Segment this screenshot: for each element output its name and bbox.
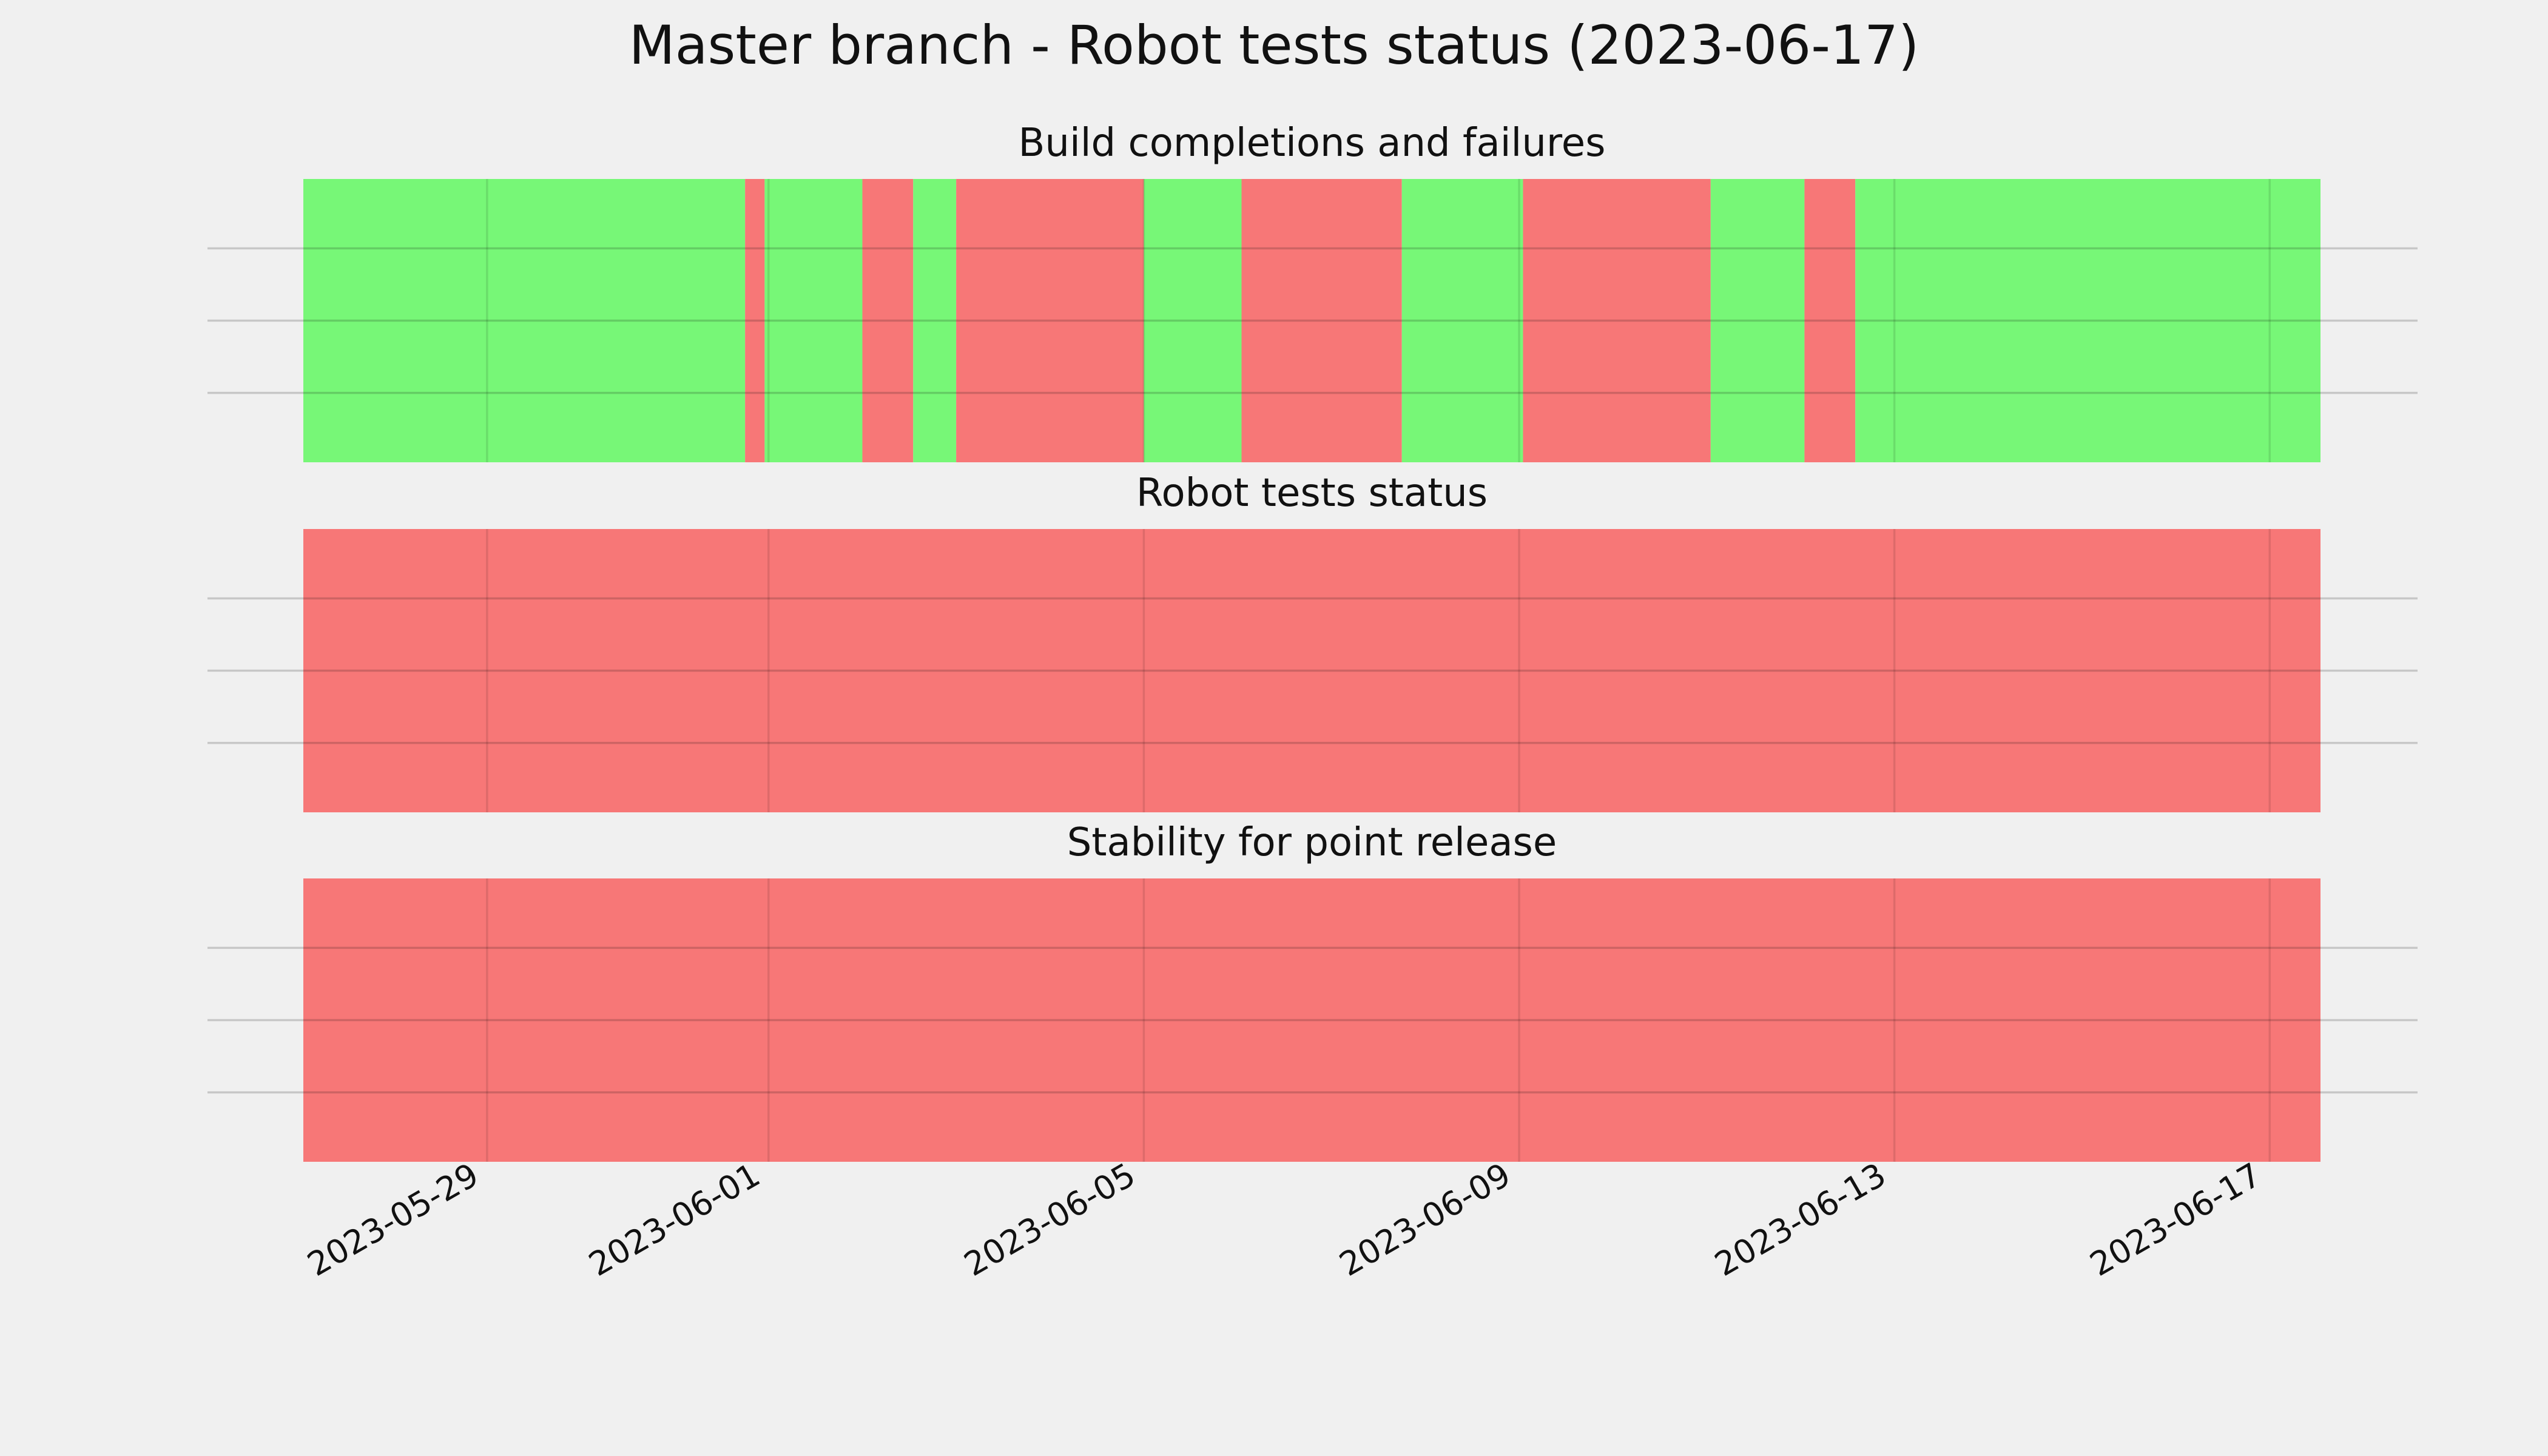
pass-segment xyxy=(1401,179,1523,462)
x-tick-label: 2023-06-13 xyxy=(1708,1156,1892,1284)
panel-title: Build completions and failures xyxy=(1019,121,1606,166)
pass-segment xyxy=(764,179,863,462)
x-tick-label: 2023-06-05 xyxy=(958,1156,1142,1284)
fail-segment xyxy=(745,179,765,462)
panel-title: Robot tests status xyxy=(1136,471,1488,516)
x-tick-label: 2023-05-29 xyxy=(301,1156,485,1284)
fail-segment xyxy=(1241,179,1402,462)
fail-segment xyxy=(303,878,2320,1162)
panel-3: Stability for point release xyxy=(207,820,2418,1162)
pass-segment xyxy=(1710,179,1805,462)
panel-title: Stability for point release xyxy=(1067,820,1557,865)
pass-segment xyxy=(1855,179,2320,462)
x-tick-label: 2023-06-09 xyxy=(1333,1156,1517,1284)
pass-segment xyxy=(913,179,957,462)
x-tick-label: 2023-06-17 xyxy=(2083,1156,2267,1284)
fail-segment xyxy=(956,179,1144,462)
panel-1: Build completions and failures xyxy=(207,121,2418,462)
chart-title: Master branch - Robot tests status (2023… xyxy=(629,14,1919,76)
fail-segment xyxy=(303,529,2320,812)
x-axis-tick-labels: 2023-05-29 2023-06-01 2023-06-05 2023-06-09… xyxy=(301,1156,2268,1284)
chart-panels: Build completions and failures Robot test… xyxy=(207,121,2418,1162)
fail-segment xyxy=(1523,179,1711,462)
pass-segment xyxy=(303,179,746,462)
panel-2: Robot tests status xyxy=(207,471,2418,812)
fail-segment xyxy=(1804,179,1856,462)
fail-segment xyxy=(862,179,914,462)
pass-segment xyxy=(1144,179,1242,462)
x-tick-label: 2023-06-01 xyxy=(582,1156,766,1284)
